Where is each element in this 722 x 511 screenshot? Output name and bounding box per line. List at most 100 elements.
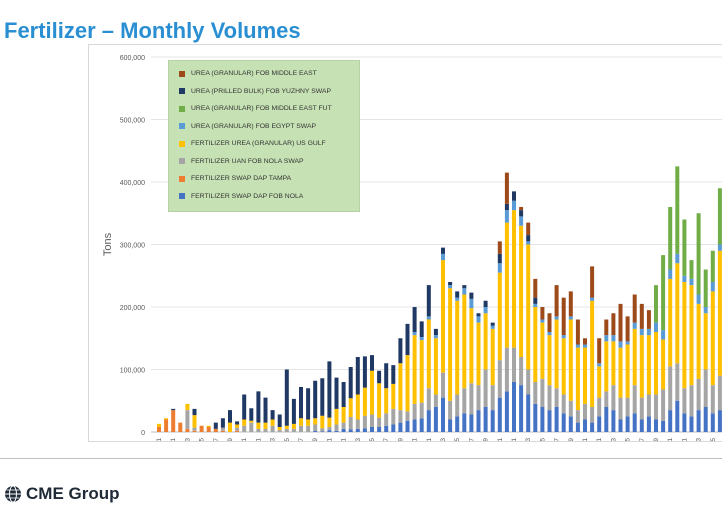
bar-segment: [426, 285, 431, 317]
bar-segment: [675, 363, 680, 401]
bar-segment: [412, 419, 417, 432]
bar-segment: [327, 361, 332, 418]
bar-segment: [462, 413, 467, 432]
y-tick-label: 300,000: [120, 243, 145, 250]
bar-segment: [568, 319, 573, 401]
bar-segment: [668, 366, 673, 411]
bar-segment: [185, 428, 190, 432]
x-tick-label: 201801: [681, 438, 688, 441]
bar-segment: [462, 294, 467, 389]
bar-segment: [348, 429, 353, 432]
bar-segment: [568, 291, 573, 317]
x-tick-label: 201307: [298, 438, 305, 441]
bar-segment: [419, 418, 424, 432]
bar-segment: [618, 341, 623, 348]
x-tick-label: 201705: [625, 438, 632, 441]
bar-segment: [185, 403, 190, 411]
legend-label: UREA (PRILLED BULK) FOB YUZHNY SWAP: [191, 87, 331, 95]
bar-segment: [611, 313, 616, 336]
bar-segment: [228, 410, 232, 423]
bar-segment: [348, 367, 353, 399]
bar-segment: [689, 285, 694, 386]
bar-segment: [462, 388, 467, 414]
x-tick-label: 201503: [440, 438, 447, 441]
bar-segment: [611, 410, 616, 432]
x-tick-label: 201511: [497, 438, 504, 441]
bar-segment: [611, 341, 616, 386]
bar-segment: [540, 307, 545, 320]
bar-segment: [469, 292, 474, 299]
legend-swatch: [179, 70, 185, 77]
bar-segment: [405, 411, 410, 421]
bar-segment: [235, 421, 240, 425]
bar-segment: [377, 417, 382, 427]
bar-segment: [370, 414, 374, 427]
legend-label: FERTILIZER SWAP DAP TAMPA: [191, 175, 292, 182]
bar-segment: [654, 394, 658, 420]
bar-segment: [178, 422, 183, 432]
bar-segment: [256, 428, 261, 432]
footer-divider: [0, 458, 722, 459]
bar-segment: [299, 418, 303, 426]
bar-segment: [398, 338, 403, 364]
bar-segment: [583, 338, 587, 345]
bar-segment: [703, 313, 708, 370]
bar-segment: [568, 416, 573, 432]
legend-label: FERTILIZER UAN FOB NOLA SWAP: [191, 157, 304, 165]
bar-segment: [277, 427, 282, 431]
bar-segment: [348, 398, 353, 417]
bar-segment: [526, 244, 531, 370]
x-tick-label: 201201: [170, 438, 177, 441]
bar-segment: [575, 344, 580, 348]
bar-segment: [334, 377, 339, 409]
bar-segment: [597, 416, 602, 432]
bar-segment: [710, 385, 715, 414]
bar-segment: [213, 428, 218, 432]
bar-segment: [455, 291, 460, 298]
bar-segment: [299, 387, 303, 419]
bar-segment: [441, 247, 445, 254]
bar-segment: [249, 420, 254, 423]
cme-globe-icon: [5, 485, 21, 503]
bar-segment: [235, 424, 240, 428]
bar-segment: [256, 391, 261, 423]
bar-segment: [654, 285, 658, 323]
bar-segment: [547, 410, 552, 432]
bar-segment: [597, 366, 602, 398]
bar-segment: [568, 316, 573, 320]
bar-segment: [682, 219, 687, 276]
bar-segment: [611, 385, 616, 411]
y-tick-label: 500,000: [120, 118, 145, 125]
bar-segment: [490, 410, 495, 432]
bar-segment: [590, 266, 595, 298]
bar-segment: [291, 398, 296, 424]
bar-segment: [625, 416, 630, 432]
x-tick-label: 201205: [199, 438, 206, 441]
bar-segment: [604, 319, 609, 336]
bar-segment: [625, 316, 630, 342]
bar-segment: [306, 388, 311, 420]
bar-segment: [433, 407, 438, 432]
legend-swatch: [179, 123, 185, 129]
bar-segment: [469, 414, 474, 432]
bar-segment: [561, 413, 566, 432]
bar-segment: [242, 394, 247, 420]
bar-segment: [703, 307, 708, 314]
bar-segment: [157, 423, 161, 427]
bar-segment: [284, 369, 289, 426]
bar-segment: [639, 303, 644, 329]
bar-segment: [490, 385, 495, 411]
bar-segment: [519, 216, 524, 226]
bar-segment: [213, 422, 218, 429]
bar-segment: [448, 419, 453, 432]
bar-segment: [583, 347, 587, 404]
x-tick-label: 201411: [412, 438, 419, 441]
page-title: Fertilizer – Monthly Volumes: [4, 18, 301, 43]
bar-segment: [497, 241, 502, 254]
bar-segment: [220, 430, 225, 432]
bar-segment: [483, 300, 488, 307]
bar-segment: [717, 250, 722, 376]
bar-segment: [625, 344, 630, 398]
bar-segment: [490, 328, 495, 386]
bar-segment: [398, 410, 403, 423]
